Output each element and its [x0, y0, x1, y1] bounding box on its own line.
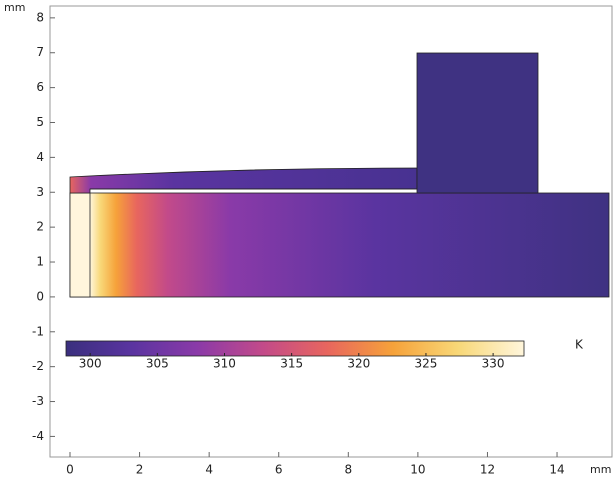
- y-tick-label: -4: [32, 429, 44, 443]
- x-tick-label: 14: [549, 463, 564, 477]
- geometry: [69, 52, 610, 298]
- colorbar-tick-label: 325: [414, 357, 437, 371]
- x-tick-label: 4: [205, 463, 213, 477]
- x-tick-label: 8: [344, 463, 352, 477]
- domain: [69, 192, 610, 298]
- x-tick-label: 10: [410, 463, 425, 477]
- y-unit: mm: [4, 1, 25, 14]
- y-tick-label: 7: [36, 45, 44, 59]
- y-tick-label: 5: [36, 115, 44, 129]
- colorbar-unit: K: [575, 338, 584, 352]
- x-unit: mm: [590, 463, 611, 476]
- colorbar-tick-label: 310: [213, 357, 236, 371]
- colorbar-tick-label: 320: [347, 357, 370, 371]
- y-tick-label: 6: [36, 80, 44, 94]
- domain: [416, 52, 539, 194]
- y-tick-label: -3: [32, 394, 44, 408]
- x-tick-label: 6: [275, 463, 283, 477]
- colorbar: [65, 340, 525, 357]
- colorbar-tick-label: 305: [146, 357, 169, 371]
- y-tick-label: 4: [36, 150, 44, 164]
- x-tick-label: 2: [136, 463, 144, 477]
- domain: [69, 192, 91, 298]
- colorbar-tick-label: 300: [79, 357, 102, 371]
- y-tick-label: 2: [36, 220, 44, 234]
- colorbar-tick-label: 330: [482, 357, 505, 371]
- colorbar-tick-label: 315: [280, 357, 303, 371]
- y-tick-label: 0: [36, 289, 44, 303]
- y-tick-label: 1: [36, 255, 44, 269]
- y-tick-label: -2: [32, 359, 44, 373]
- y-tick-label: 3: [36, 185, 44, 199]
- y-tick-label: -1: [32, 324, 44, 338]
- x-tick-label: 0: [66, 463, 74, 477]
- x-tick-label: 12: [480, 463, 495, 477]
- y-tick-label: 8: [36, 10, 44, 24]
